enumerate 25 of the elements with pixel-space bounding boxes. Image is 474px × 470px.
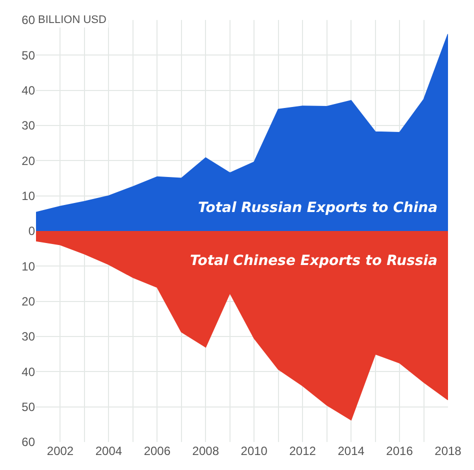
x-tick-label: 2016 [386,444,414,458]
y-tick-label: 40 [22,364,36,379]
x-tick-label: 2012 [289,444,316,458]
y-tick-label: 50 [22,48,36,62]
x-tick-label: 2008 [192,444,220,458]
x-tick-label: 2014 [338,444,365,458]
y-tick-label: 30 [22,118,36,133]
series-label: Total Russian Exports to China [198,200,438,216]
y-tick-label: 20 [22,294,36,309]
y-axis-title: BILLION USD [38,14,107,26]
x-tick-label: 2010 [240,444,268,458]
y-tick-label: 10 [22,189,36,204]
x-tick-label: 2004 [95,444,122,458]
series-label: Total Chinese Exports to Russia [190,253,438,269]
y-tick-label: 0 [28,224,36,238]
x-tick-label: 2002 [46,444,74,458]
y-tick-label: 60 [22,435,36,450]
y-tick-label: 60 [22,13,36,28]
y-tick-label: 40 [22,84,36,98]
y-tick-label: 20 [22,154,36,168]
x-tick-label: 2018 [434,444,462,458]
x-tick-label: 2006 [144,444,171,458]
y-tick-label: 30 [22,330,36,344]
y-tick-label: 50 [22,400,36,414]
y-tick-label: 10 [22,259,36,274]
